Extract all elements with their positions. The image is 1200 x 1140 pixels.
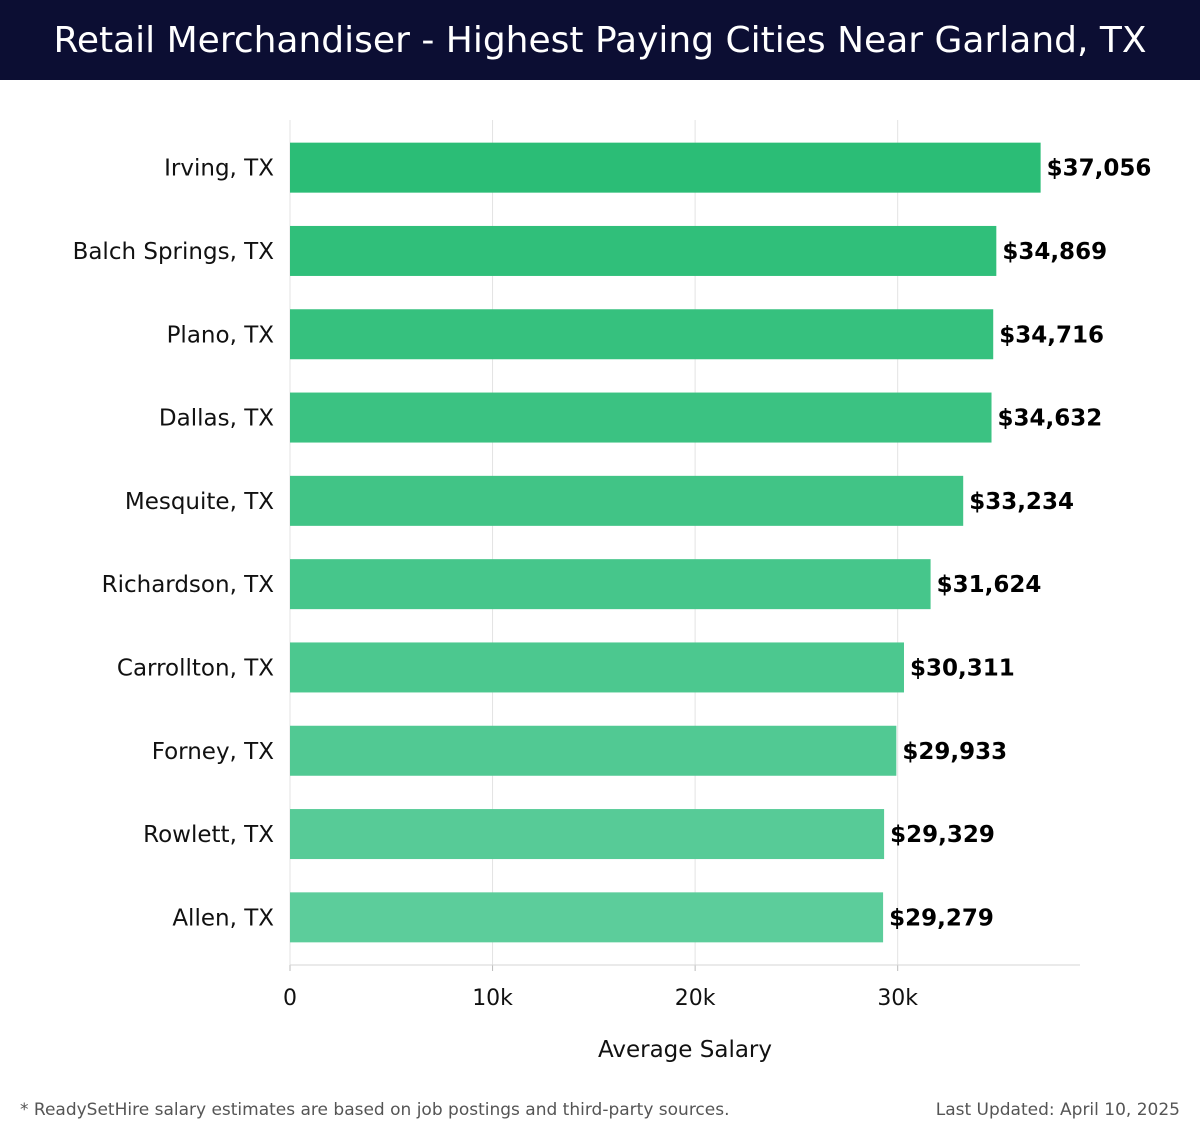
category-label: Forney, TX — [152, 739, 275, 765]
bar — [290, 142, 1041, 193]
bar — [290, 225, 997, 276]
value-label: $34,716 — [999, 322, 1104, 348]
x-tick-label: 20k — [675, 986, 716, 1011]
bar — [290, 475, 964, 526]
bar — [290, 392, 992, 443]
last-updated: Last Updated: April 10, 2025 — [935, 1100, 1180, 1120]
category-label: Allen, TX — [172, 905, 274, 931]
chart-title: Retail Merchandiser - Highest Paying Cit… — [53, 19, 1147, 61]
category-label: Rowlett, TX — [143, 822, 274, 848]
value-label: $31,624 — [937, 572, 1042, 598]
value-label: $37,056 — [1047, 156, 1152, 182]
category-labels: Irving, TX Balch Springs, TX Plano, TX Dall… — [73, 156, 275, 932]
category-label: Richardson, TX — [102, 572, 275, 598]
footer-note: * ReadySetHire salary estimates are base… — [20, 1100, 730, 1120]
value-labels: $37,056 $34,869 $34,716 $34,632 $33,234 $31,6… — [889, 156, 1151, 932]
x-tick-label: 10k — [472, 986, 513, 1011]
bar — [290, 892, 884, 943]
value-label: $30,311 — [910, 655, 1015, 681]
category-label: Mesquite, TX — [125, 489, 274, 515]
bars — [290, 142, 1041, 943]
category-label: Balch Springs, TX — [73, 239, 275, 265]
x-axis: 0 10k 20k 30k Average Salary — [283, 964, 1080, 1063]
value-label: $29,279 — [889, 905, 994, 931]
x-axis-title: Average Salary — [598, 1037, 772, 1063]
category-label: Plano, TX — [167, 322, 275, 348]
salary-bar-chart: Irving, TX Balch Springs, TX Plano, TX Dall… — [73, 120, 1151, 1063]
bar — [290, 725, 897, 776]
x-tick-label: 0 — [283, 986, 297, 1011]
category-label: Irving, TX — [164, 156, 274, 182]
value-label: $34,869 — [1002, 239, 1107, 265]
bar — [290, 309, 994, 360]
value-label: $34,632 — [998, 406, 1103, 432]
x-tick-label: 30k — [877, 986, 918, 1011]
value-label: $33,234 — [969, 489, 1074, 515]
bar — [290, 559, 931, 610]
bar — [290, 642, 904, 693]
bar — [290, 809, 885, 860]
value-label: $29,329 — [890, 822, 995, 848]
title-bar: Retail Merchandiser - Highest Paying Cit… — [0, 0, 1200, 80]
value-label: $29,933 — [902, 739, 1007, 765]
category-label: Dallas, TX — [159, 406, 274, 432]
category-label: Carrollton, TX — [117, 655, 274, 681]
